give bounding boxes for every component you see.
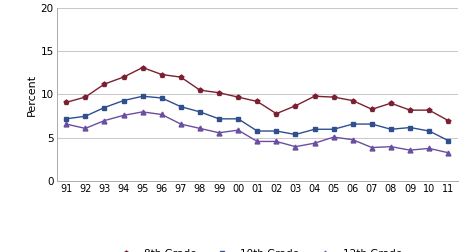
10th Grade (63, 117, 69, 120)
8th Grade (331, 96, 337, 99)
12th Grade (236, 129, 241, 132)
10th Grade (254, 130, 260, 133)
8th Grade (197, 89, 203, 92)
8th Grade (426, 109, 432, 112)
10th Grade (446, 139, 451, 142)
12th Grade (121, 114, 126, 117)
10th Grade (426, 130, 432, 133)
12th Grade (426, 147, 432, 150)
8th Grade (388, 102, 394, 105)
10th Grade (312, 128, 317, 131)
10th Grade (293, 133, 298, 136)
12th Grade (83, 127, 88, 130)
10th Grade (83, 115, 88, 118)
Legend: 8th Grade, 10th Grade, 12th Grade: 8th Grade, 10th Grade, 12th Grade (109, 245, 406, 252)
8th Grade (350, 99, 355, 102)
12th Grade (254, 140, 260, 143)
8th Grade (273, 112, 279, 115)
12th Grade (197, 127, 203, 130)
10th Grade (236, 117, 241, 120)
12th Grade (178, 122, 184, 125)
8th Grade (236, 96, 241, 99)
10th Grade (331, 128, 337, 131)
10th Grade (388, 128, 394, 131)
8th Grade (407, 109, 413, 112)
8th Grade (254, 100, 260, 103)
Y-axis label: Percent: Percent (26, 73, 36, 116)
12th Grade (216, 131, 222, 134)
10th Grade (216, 117, 222, 120)
12th Grade (312, 142, 317, 145)
10th Grade (369, 122, 375, 125)
8th Grade (312, 95, 317, 98)
8th Grade (293, 104, 298, 107)
10th Grade (101, 106, 107, 109)
12th Grade (63, 122, 69, 125)
12th Grade (293, 145, 298, 148)
12th Grade (446, 151, 451, 154)
8th Grade (159, 73, 165, 76)
Line: 8th Grade: 8th Grade (64, 65, 451, 123)
8th Grade (446, 119, 451, 122)
12th Grade (407, 149, 413, 152)
10th Grade (350, 122, 355, 125)
10th Grade (273, 130, 279, 133)
10th Grade (197, 110, 203, 113)
8th Grade (216, 91, 222, 94)
8th Grade (140, 66, 145, 69)
10th Grade (178, 105, 184, 108)
12th Grade (350, 138, 355, 141)
12th Grade (101, 119, 107, 122)
12th Grade (331, 136, 337, 139)
12th Grade (273, 140, 279, 143)
12th Grade (388, 145, 394, 148)
Line: 12th Grade: 12th Grade (64, 109, 451, 155)
8th Grade (83, 96, 88, 99)
8th Grade (101, 83, 107, 86)
8th Grade (63, 101, 69, 104)
12th Grade (140, 110, 145, 113)
10th Grade (140, 95, 145, 98)
Line: 10th Grade: 10th Grade (64, 94, 451, 143)
12th Grade (369, 146, 375, 149)
12th Grade (159, 113, 165, 116)
10th Grade (121, 99, 126, 102)
8th Grade (178, 76, 184, 79)
10th Grade (159, 97, 165, 100)
8th Grade (121, 76, 126, 79)
8th Grade (369, 108, 375, 111)
10th Grade (407, 126, 413, 129)
